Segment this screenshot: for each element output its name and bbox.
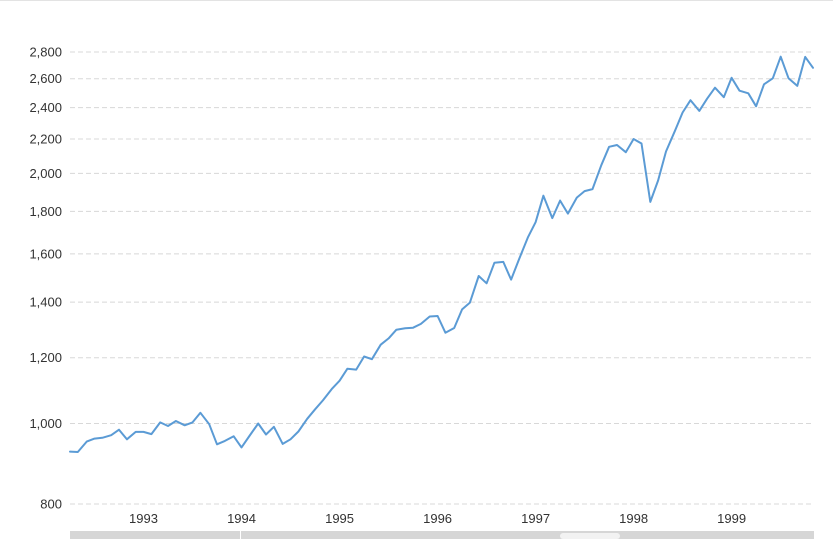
y-tick-label: 1,800	[29, 204, 62, 219]
x-tick-label: 1994	[227, 511, 256, 526]
y-tick-label: 2,000	[29, 166, 62, 181]
series-line-0	[69, 55, 814, 453]
series-layer	[69, 55, 814, 453]
y-tick-label: 2,600	[29, 71, 62, 86]
x-tick-label: 1993	[129, 511, 158, 526]
grid-lines	[70, 51, 813, 505]
range-navigator[interactable]	[70, 531, 814, 539]
y-tick-label: 1,400	[29, 295, 62, 310]
navigator-handle[interactable]	[240, 531, 241, 539]
x-tick-label: 1995	[325, 511, 354, 526]
x-tick-label: 1996	[423, 511, 452, 526]
y-tick-label: 2,400	[29, 100, 62, 115]
x-axis: 1993 1994 1995 1996 1997 1998 1999	[129, 511, 746, 526]
x-tick-label: 1997	[521, 511, 550, 526]
y-tick-label: 1,600	[29, 246, 62, 261]
navigator-scroll-thumb[interactable]	[560, 533, 620, 539]
y-tick-label: 800	[40, 497, 62, 512]
top-border	[0, 0, 833, 1]
y-tick-label: 1,200	[29, 350, 62, 365]
y-tick-label: 2,200	[29, 132, 62, 147]
x-tick-label: 1999	[717, 511, 746, 526]
y-tick-label: 1,000	[29, 416, 62, 431]
y-axis: 800 1,000 1,200 1,400 1,600 1,800 2,000 2,200 2,…	[29, 45, 62, 512]
x-tick-label: 1998	[619, 511, 648, 526]
y-tick-label: 2,800	[29, 45, 62, 60]
